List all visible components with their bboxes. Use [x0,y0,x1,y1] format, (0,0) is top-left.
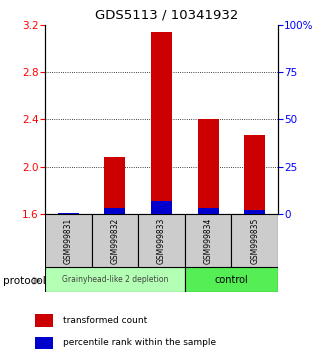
Text: GSM999834: GSM999834 [203,217,213,264]
Text: GSM999832: GSM999832 [110,218,120,264]
Bar [105,157,126,214]
Bar [58,213,79,214]
Bar [185,267,278,292]
Bar [45,267,185,292]
Bar [151,201,172,214]
Text: GSM999831: GSM999831 [64,218,73,264]
Bar [45,214,92,267]
Text: control: control [214,275,248,285]
Text: Grainyhead-like 2 depletion: Grainyhead-like 2 depletion [62,275,168,284]
Bar [198,120,219,214]
Text: percentile rank within the sample: percentile rank within the sample [63,338,216,348]
Bar [35,314,53,327]
Bar [105,207,126,214]
Text: GSM999833: GSM999833 [157,217,166,264]
Bar [138,214,185,267]
Text: GSM999835: GSM999835 [250,217,259,264]
Text: protocol: protocol [3,276,46,286]
Bar [244,135,265,214]
Bar [185,214,231,267]
Bar [244,210,265,214]
Bar [231,214,278,267]
Text: GDS5113 / 10341932: GDS5113 / 10341932 [95,9,238,22]
Bar [92,214,138,267]
Bar [151,32,172,214]
Bar [35,337,53,349]
Text: transformed count: transformed count [63,316,147,325]
Bar [198,209,219,214]
Bar [58,213,79,214]
